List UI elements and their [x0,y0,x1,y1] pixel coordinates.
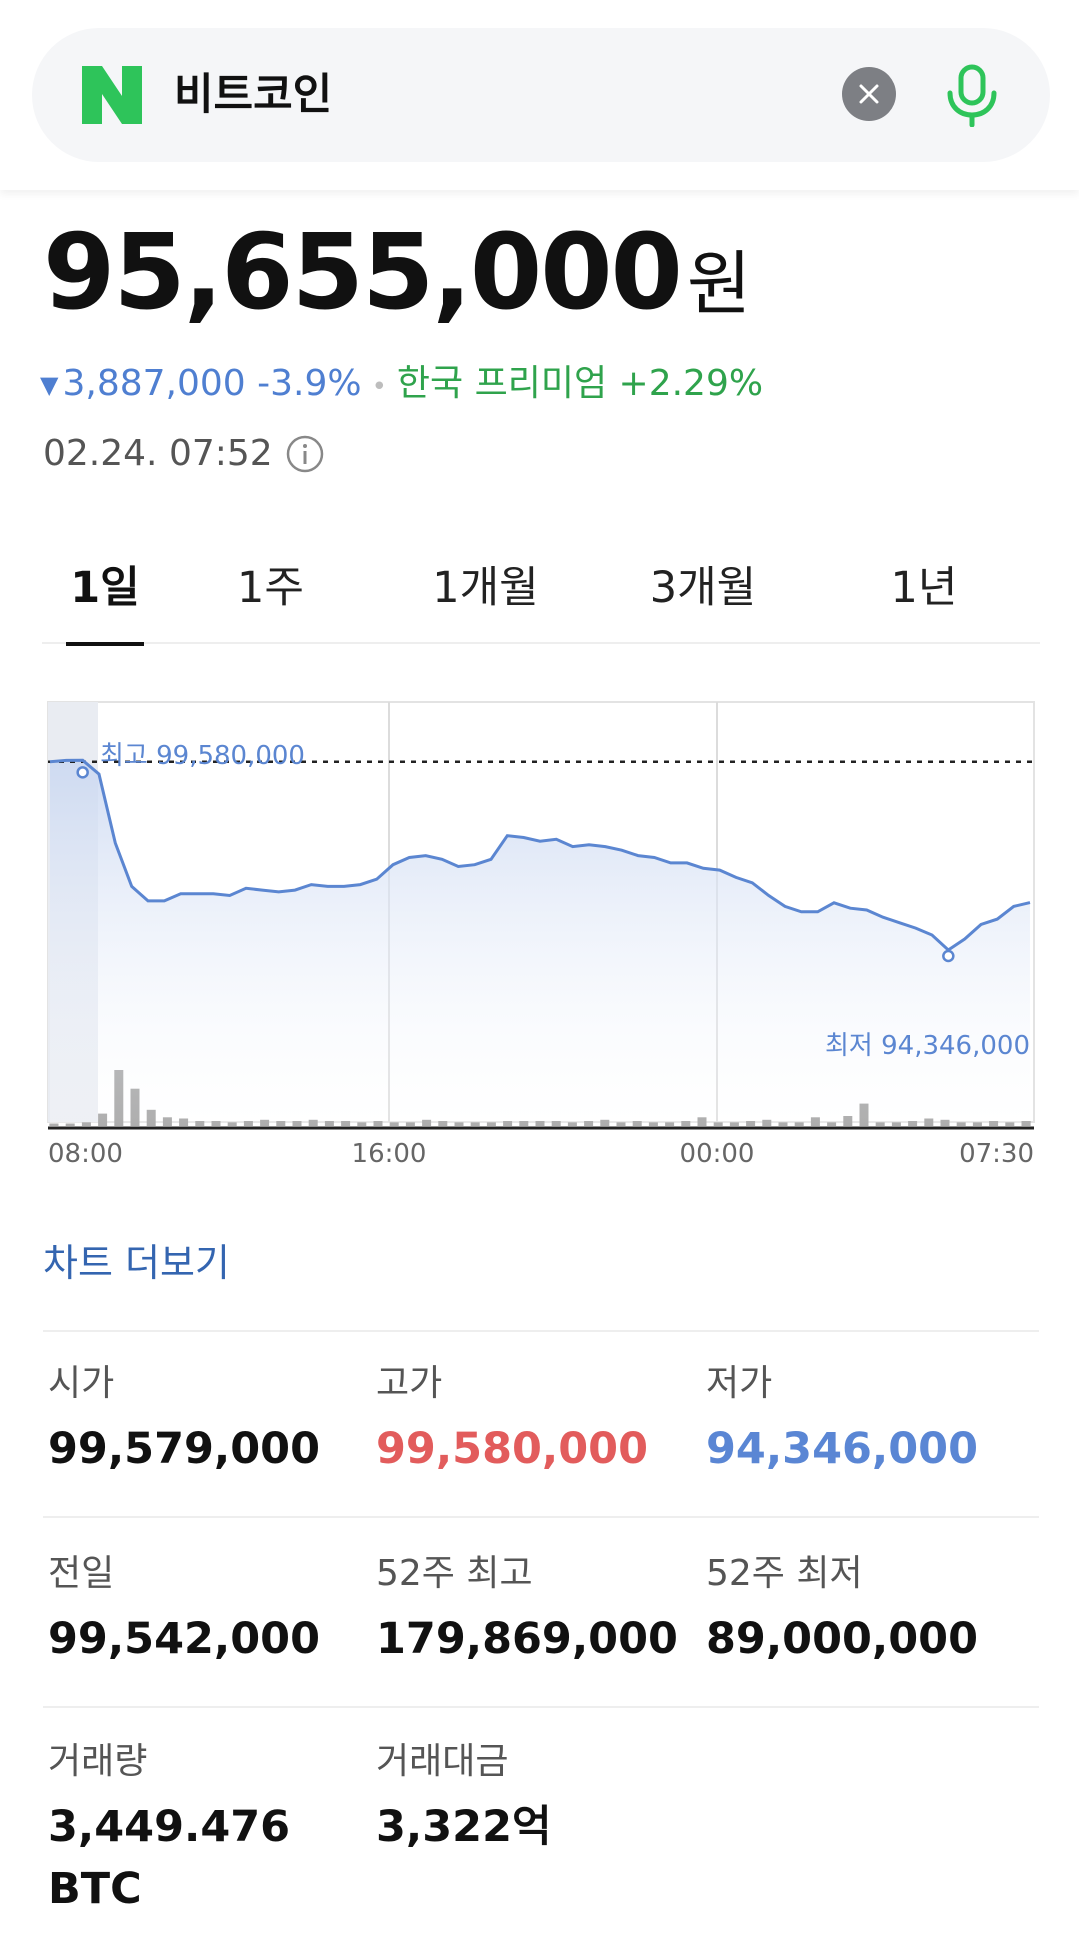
price-change: 3,887,000 -3.9% [62,363,362,404]
stat-value: 94,346,000 [706,1424,979,1474]
price-line [49,758,1031,952]
stat-value: 179,869,000 [376,1614,678,1664]
stat-high: 고가 99,580,000 [376,1360,696,1480]
stat-value: 3,322억 [376,1802,552,1852]
stats-row-3: 거래량 3,449.476 BTC 거래대금 3,322억 [48,1738,1038,1928]
naver-logo-icon[interactable] [82,66,142,124]
stat-low: 저가 94,346,000 [706,1360,1026,1480]
stat-label: 거래대금 [376,1741,509,1782]
stats-row-1: 시가 99,579,000 고가 99,580,000 저가 94,346,00… [48,1360,1038,1550]
stat-value: 99,580,000 [376,1424,649,1474]
tab-1d[interactable]: 1일 [42,548,168,646]
high-label: 최고 99,580,000 [100,741,305,771]
price-value: 95,655,000 [43,211,683,333]
price-area [50,760,1030,1126]
x-tick-0800: 08:00 [48,1139,123,1169]
price-unit: 원 [686,243,752,325]
price-change-row: ▼ 3,887,000 -3.9% • 한국 프리미엄 +2.29% [40,362,763,409]
close-icon [859,84,879,104]
stat-trade-value: 거래대금 3,322억 [376,1738,696,1858]
stat-label: 52주 최저 [706,1553,863,1594]
search-header: 비트코인 [0,0,1079,190]
stat-label: 고가 [376,1363,443,1404]
more-chart-link[interactable]: 차트 더보기 [43,1241,230,1285]
x-tick-0000: 00:00 [680,1139,755,1169]
stat-52w-high: 52주 최고 179,869,000 [376,1550,696,1670]
stat-label: 저가 [706,1363,773,1404]
stat-prev-close: 전일 99,542,000 [48,1550,368,1670]
down-arrow-icon: ▼ [40,371,59,399]
separator-dot: • [371,372,387,402]
stat-52w-low: 52주 최저 89,000,000 [706,1550,1026,1670]
stat-label: 52주 최고 [376,1553,533,1594]
x-tick-0730: 07:30 [959,1139,1034,1169]
stats-divider [43,1706,1039,1708]
timestamp-row: 02.24. 07:52 [43,432,325,476]
stat-value: 3,449.476 BTC [48,1796,368,1920]
stat-open: 시가 99,579,000 [48,1360,368,1480]
stat-label: 전일 [48,1553,115,1594]
clear-button[interactable] [842,67,896,121]
stats-divider [43,1516,1039,1518]
price-chart[interactable]: 최고 99,580,000 최저 94,346,000 08:00 16:00 … [40,690,1040,1170]
search-input[interactable]: 비트코인 [174,70,333,120]
stat-value: 99,542,000 [48,1614,321,1664]
stat-value: 99,579,000 [48,1424,321,1474]
stats-row-2: 전일 99,542,000 52주 최고 179,869,000 52주 최저 … [48,1550,1038,1740]
stats-divider-top [43,1330,1039,1332]
volume-unit: BTC [48,1864,142,1914]
low-point-marker [942,949,955,963]
tab-3m[interactable]: 3개월 [649,563,757,613]
high-point-marker [76,766,89,779]
search-bar[interactable]: 비트코인 [32,28,1050,162]
tab-1m[interactable]: 1개월 [432,563,539,613]
volume-amount: 3,449.476 [48,1802,291,1852]
voice-search-button[interactable] [937,60,1007,130]
tab-1y[interactable]: 1년 [890,563,958,613]
stat-value: 89,000,000 [706,1614,979,1664]
price-timestamp: 02.24. 07:52 [43,433,273,474]
stat-label: 시가 [48,1363,115,1404]
microphone-icon [947,64,997,127]
low-label: 최저 94,346,000 [825,1031,1030,1061]
tab-1w[interactable]: 1주 [237,563,304,613]
period-tabs: 1일 1주 1개월 3개월 1년 [42,548,1040,646]
stat-volume: 거래량 3,449.476 BTC [48,1738,368,1920]
info-icon[interactable] [285,434,325,474]
current-price: 95,655,000원 [43,220,751,324]
korea-premium[interactable]: 한국 프리미엄 +2.29% [396,363,764,404]
x-tick-1600: 16:00 [352,1139,427,1169]
stat-label: 거래량 [48,1741,148,1782]
